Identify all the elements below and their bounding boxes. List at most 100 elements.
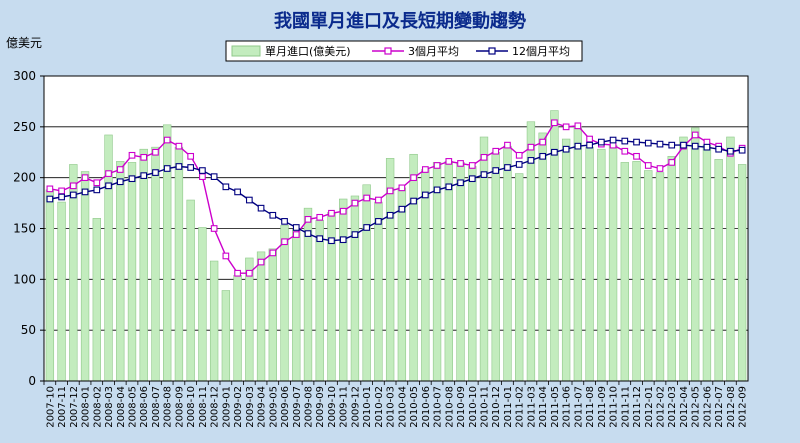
point-3m: [105, 170, 112, 177]
point-12m: [163, 165, 171, 172]
x-tick-label: 2009-06: [280, 386, 291, 428]
bar: [256, 251, 266, 382]
point-12m: [410, 197, 417, 205]
point-12m: [304, 230, 312, 237]
legend-label-12m: 12個月平均: [512, 45, 570, 58]
bar: [92, 218, 101, 382]
x-tick-label: 2011-12: [632, 386, 643, 428]
point-12m: [187, 164, 195, 171]
point-12m: [539, 152, 547, 160]
point-3m: [199, 173, 206, 181]
x-tick-label: 2012-07: [714, 386, 725, 428]
x-tick-label: 2008-07: [151, 386, 162, 428]
bar: [268, 248, 277, 382]
point-3m: [468, 162, 476, 169]
bar: [585, 146, 594, 382]
point-3m: [222, 252, 230, 260]
legend-swatch-bars: [231, 45, 261, 57]
point-12m: [386, 211, 394, 219]
x-tick-label: 2010-12: [491, 386, 502, 428]
x-tick-label: 2010-09: [456, 386, 467, 428]
point-3m: [257, 258, 265, 266]
bar: [444, 161, 453, 382]
point-3m: [152, 148, 159, 156]
x-tick-label: 2011-03: [526, 386, 537, 428]
point-3m: [445, 158, 453, 165]
point-12m: [281, 218, 288, 225]
x-tick-label: 2009-04: [257, 386, 268, 428]
point-12m: [691, 142, 699, 150]
point-3m: [515, 151, 523, 159]
x-tick-label: 2010-11: [480, 386, 491, 428]
x-tick-label: 2011-11: [620, 386, 631, 428]
bar: [280, 225, 289, 382]
x-tick-label: 2010-07: [433, 386, 444, 428]
y-tick-label: 150: [13, 222, 36, 236]
point-12m: [269, 211, 277, 219]
x-tick-label: 2008-11: [198, 386, 209, 428]
point-3m: [46, 185, 54, 193]
legend-label-3m: 3個月平均: [408, 45, 459, 58]
bar: [679, 136, 688, 382]
bar: [209, 260, 219, 382]
x-tick-label: 2012-09: [738, 386, 749, 428]
y-tick-label: 300: [13, 69, 36, 83]
x-tick-label: 2011-10: [609, 386, 620, 428]
point-12m: [621, 137, 629, 145]
point-12m: [480, 171, 488, 178]
legend-marker-3m: [384, 47, 392, 55]
point-3m: [69, 182, 77, 190]
x-tick-label: 2012-05: [691, 386, 702, 428]
point-12m: [339, 236, 347, 244]
point-12m: [738, 146, 746, 154]
bar: [139, 148, 148, 382]
x-tick-label: 2010-08: [444, 386, 455, 428]
bar: [362, 184, 371, 382]
x-tick-label: 2011-05: [550, 386, 561, 428]
x-tick-label: 2012-01: [644, 386, 655, 428]
point-12m: [398, 205, 406, 213]
x-tick-label: 2011-02: [515, 386, 526, 428]
bar: [80, 171, 90, 382]
point-12m: [351, 231, 359, 238]
x-tick-label: 2008-02: [92, 386, 103, 428]
point-3m: [410, 174, 417, 182]
bar: [608, 144, 618, 382]
point-3m: [492, 147, 500, 155]
legend: 單月進口(億美元) 3個月平均 12個月平均: [225, 40, 583, 62]
point-12m: [515, 161, 523, 168]
x-tick-label: 2012-02: [656, 386, 667, 428]
x-tick-label: 2010-03: [386, 386, 397, 428]
x-tick-label: 2008-03: [104, 386, 115, 428]
y-tick-label: 250: [13, 120, 36, 134]
y-tick-label: 200: [13, 171, 36, 185]
bar: [350, 195, 360, 382]
x-tick-label: 2012-03: [667, 386, 678, 428]
point-3m: [269, 249, 277, 257]
point-3m: [93, 179, 101, 187]
point-3m: [163, 136, 171, 144]
x-tick-label: 2008-09: [174, 386, 185, 428]
bar: [45, 189, 55, 382]
point-3m: [644, 162, 652, 169]
x-tick-label: 2012-04: [679, 386, 690, 428]
x-tick-label: 2011-09: [597, 386, 608, 428]
legend-marker-12m: [488, 47, 496, 55]
point-12m: [328, 237, 335, 245]
point-12m: [680, 141, 687, 149]
point-12m: [421, 191, 429, 199]
point-3m: [128, 151, 136, 159]
bar: [374, 201, 383, 382]
x-tick-label: 2012-06: [702, 386, 713, 428]
point-3m: [386, 187, 394, 195]
point-12m: [644, 139, 652, 147]
point-3m: [574, 122, 582, 130]
point-12m: [175, 163, 183, 170]
point-12m: [316, 235, 324, 243]
point-12m: [128, 175, 136, 183]
point-3m: [375, 196, 382, 204]
x-tick-label: 2010-04: [397, 386, 408, 428]
point-12m: [292, 224, 300, 231]
point-3m: [668, 159, 676, 166]
bar: [737, 164, 747, 382]
